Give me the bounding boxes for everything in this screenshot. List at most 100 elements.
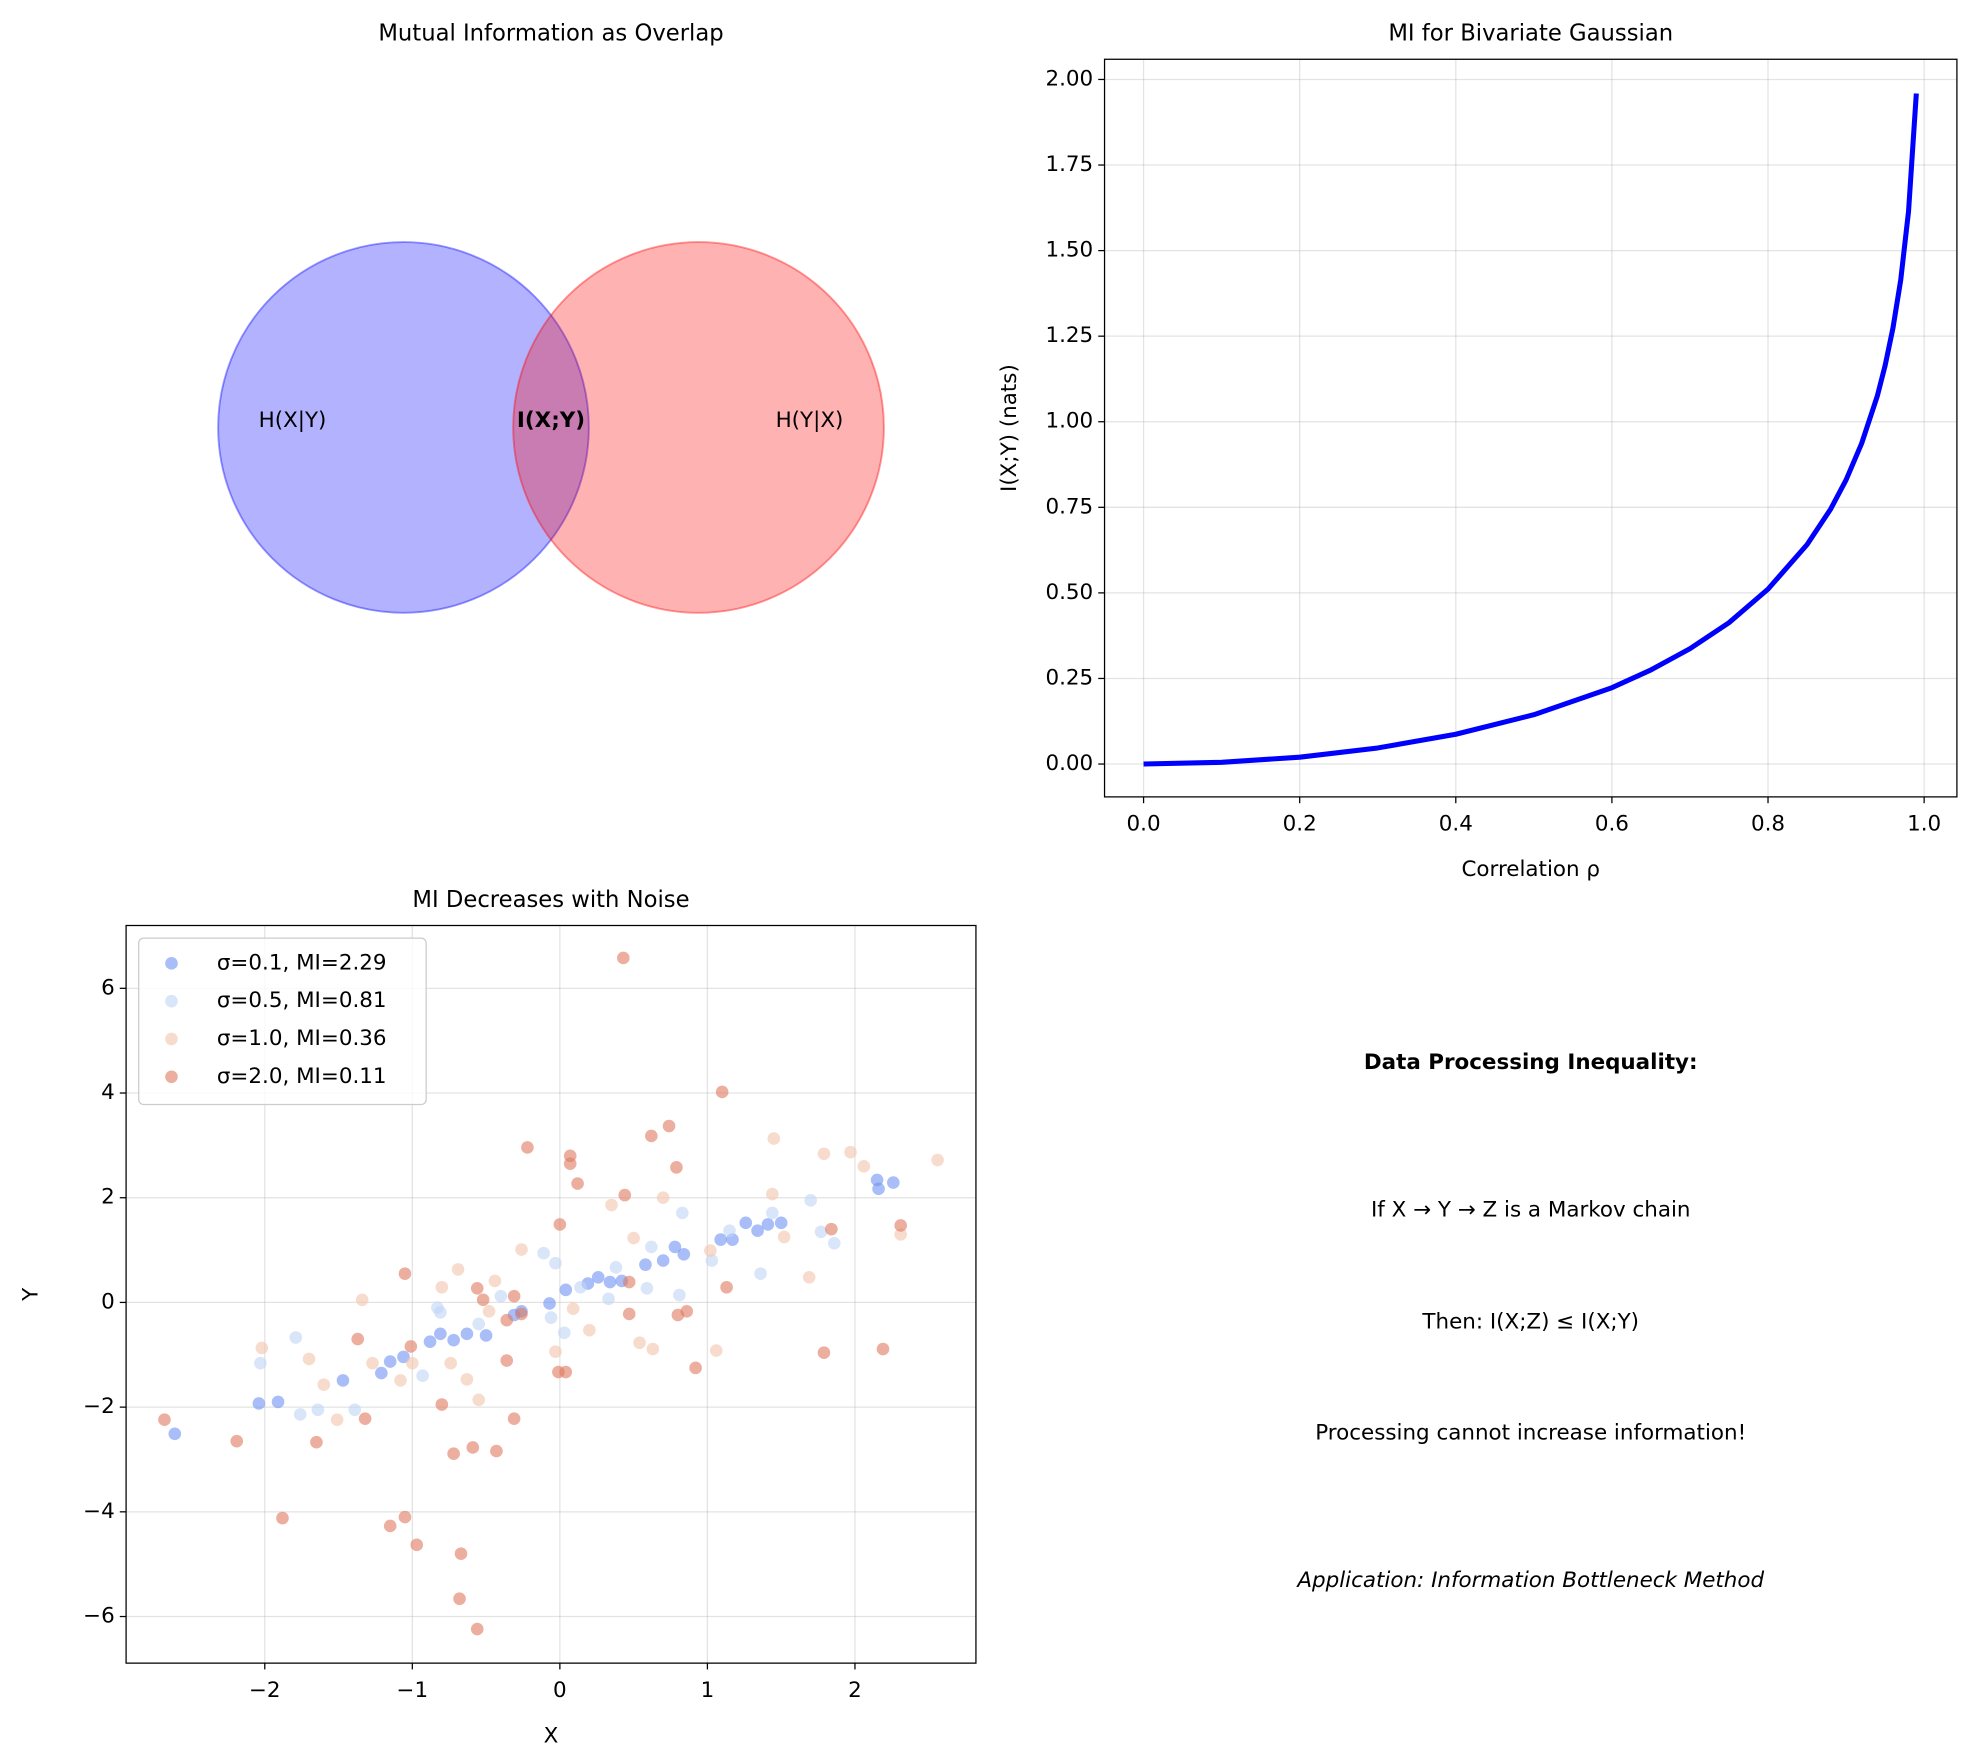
scatter-point bbox=[639, 1258, 652, 1272]
scatter-point bbox=[583, 1323, 596, 1337]
scatter-point bbox=[645, 1240, 658, 1254]
scatter-point bbox=[330, 1413, 344, 1426]
scatter-point bbox=[618, 1188, 632, 1202]
scatter-point bbox=[549, 1256, 562, 1270]
scatter-point bbox=[230, 1434, 244, 1448]
scatter-point bbox=[460, 1327, 474, 1341]
scatter-point bbox=[366, 1356, 379, 1370]
chart-title: MI for Bivariate Gaussian bbox=[1388, 21, 1673, 47]
data-line bbox=[1143, 93, 1919, 767]
scatter-point bbox=[617, 951, 630, 965]
chart-title: Mutual Information as Overlap bbox=[378, 21, 723, 47]
scatter-point bbox=[656, 1254, 670, 1267]
legend-marker bbox=[165, 1032, 178, 1046]
scatter-point bbox=[563, 1157, 577, 1171]
scatter-point bbox=[571, 1177, 584, 1190]
scatter-point bbox=[507, 1289, 521, 1303]
scatter-point bbox=[662, 1119, 676, 1133]
scatter-point bbox=[447, 1447, 460, 1461]
venn-label: I(X;Y) bbox=[517, 408, 585, 433]
scatter-point bbox=[680, 1305, 694, 1318]
scatter-point bbox=[709, 1344, 723, 1357]
scatter-point bbox=[777, 1230, 791, 1244]
scatter-point bbox=[466, 1441, 480, 1454]
scatter-point bbox=[668, 1240, 682, 1254]
scatter-point bbox=[609, 1261, 623, 1274]
scatter-point bbox=[715, 1085, 729, 1099]
scatter-point bbox=[673, 1288, 686, 1302]
scatter-point bbox=[406, 1356, 419, 1370]
scatter-point bbox=[410, 1538, 424, 1552]
scatter-point bbox=[375, 1366, 388, 1380]
scatter-point bbox=[482, 1305, 496, 1318]
scatter-point bbox=[351, 1332, 365, 1346]
scatter-point bbox=[158, 1413, 171, 1426]
scatter-point bbox=[435, 1280, 449, 1294]
scatter-point bbox=[766, 1187, 779, 1201]
scatter-point bbox=[817, 1346, 831, 1359]
scatter-point bbox=[887, 1176, 900, 1189]
legend-label: σ=1.0, MI=0.36 bbox=[217, 1026, 387, 1051]
legend-marker bbox=[165, 994, 178, 1008]
scatter-point bbox=[931, 1153, 944, 1167]
scatter-point bbox=[876, 1342, 890, 1356]
scatter-point bbox=[521, 1141, 534, 1154]
plot-frame bbox=[1103, 58, 1958, 798]
scatter-point bbox=[676, 1206, 689, 1220]
scatter-point bbox=[447, 1333, 460, 1347]
scatter-point bbox=[490, 1444, 503, 1458]
scatter-point bbox=[293, 1408, 307, 1421]
y-axis-label: Y bbox=[19, 1287, 44, 1302]
scatter-point bbox=[720, 1280, 733, 1294]
scatter-point bbox=[470, 1622, 484, 1636]
legend-marker bbox=[165, 957, 178, 970]
scatter-point bbox=[358, 1412, 372, 1425]
scatter-point bbox=[602, 1292, 615, 1306]
scatter-point bbox=[302, 1352, 316, 1366]
scatter-point bbox=[310, 1435, 323, 1449]
scatter-point bbox=[817, 1147, 831, 1161]
scatter-point bbox=[761, 1218, 775, 1231]
scatter-point bbox=[751, 1224, 764, 1238]
x-axis-label: X bbox=[544, 1723, 559, 1748]
scatter-point bbox=[739, 1216, 753, 1230]
y-tick-label: −6 bbox=[83, 1604, 115, 1629]
scatter-point bbox=[476, 1293, 490, 1307]
text-line: Data Processing Inequality: bbox=[1364, 1050, 1698, 1075]
scatter-point bbox=[435, 1398, 449, 1411]
scatter-point bbox=[872, 1182, 885, 1196]
scatter-point bbox=[714, 1233, 727, 1246]
y-tick-label: 0.00 bbox=[1045, 751, 1093, 776]
scatter-point bbox=[398, 1267, 412, 1280]
scatter-point bbox=[646, 1342, 660, 1356]
scatter-point bbox=[254, 1356, 267, 1370]
scatter-point bbox=[566, 1302, 580, 1316]
scatter-point bbox=[605, 1198, 618, 1212]
x-tick-label: 2 bbox=[848, 1678, 862, 1703]
scatter-point bbox=[622, 1307, 636, 1321]
text-line: Processing cannot increase information! bbox=[1315, 1421, 1746, 1446]
scatter-point bbox=[754, 1267, 767, 1280]
scatter-point bbox=[472, 1317, 486, 1331]
plot-frame bbox=[125, 924, 977, 1664]
scatter-point bbox=[591, 1270, 605, 1284]
legend-label: σ=0.1, MI=2.29 bbox=[217, 950, 387, 975]
scatter-point bbox=[404, 1340, 418, 1353]
scatter-point bbox=[704, 1244, 717, 1257]
x-tick-label: −2 bbox=[249, 1678, 281, 1703]
scatter-point bbox=[544, 1311, 558, 1324]
scatter-point bbox=[500, 1354, 514, 1367]
scatter-point bbox=[622, 1275, 636, 1289]
scatter-point bbox=[537, 1246, 550, 1260]
y-tick-label: 0.75 bbox=[1045, 494, 1093, 519]
scatter-point bbox=[494, 1289, 508, 1303]
scatter-point bbox=[271, 1395, 285, 1409]
scatter-point bbox=[633, 1336, 646, 1350]
scatter-point bbox=[543, 1297, 556, 1310]
scatter-point bbox=[423, 1335, 437, 1348]
x-tick-label: −1 bbox=[397, 1678, 429, 1703]
scatter-point bbox=[705, 1254, 719, 1267]
y-tick-label: 1.25 bbox=[1045, 323, 1093, 348]
scatter-point bbox=[444, 1356, 457, 1370]
